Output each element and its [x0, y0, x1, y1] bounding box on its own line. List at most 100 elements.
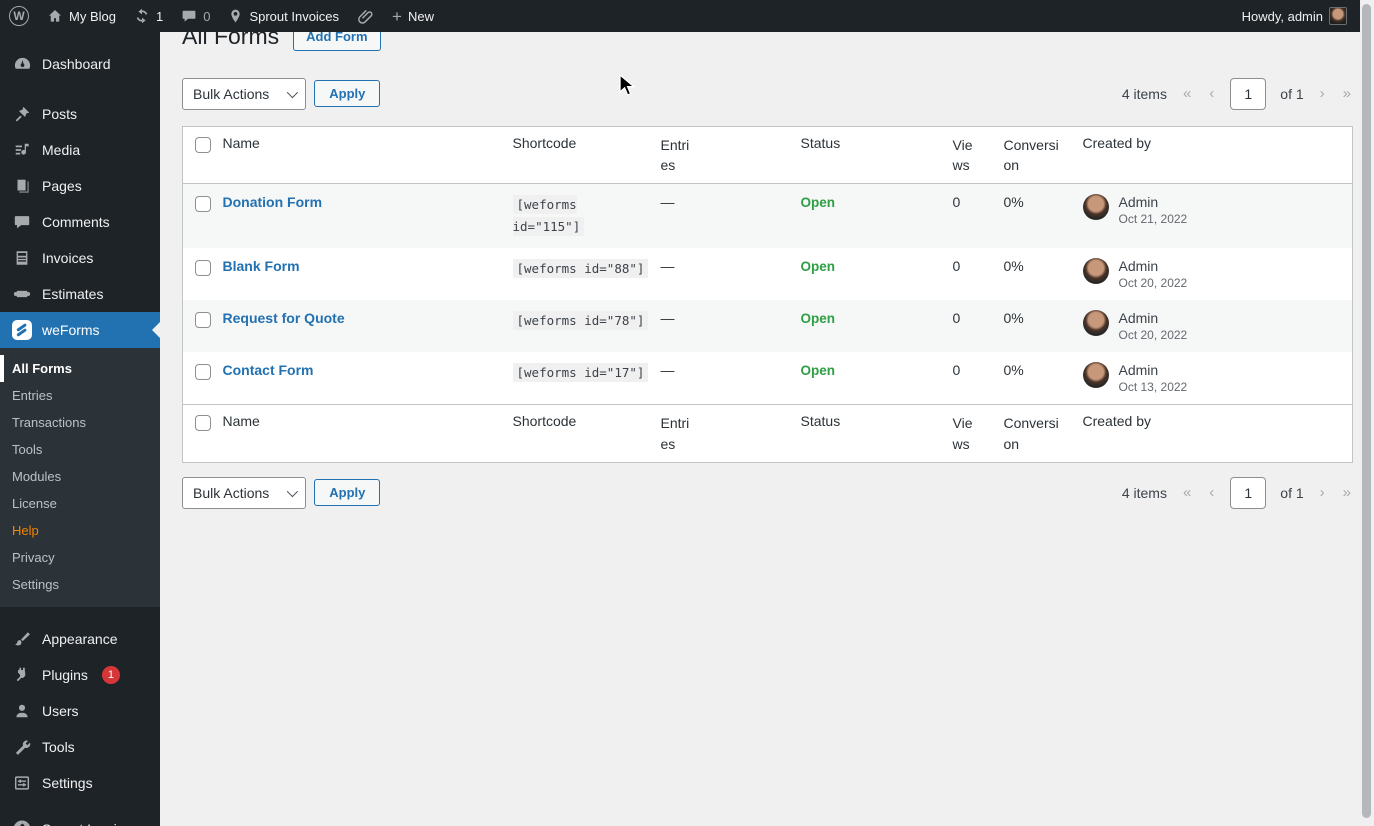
form-name-link[interactable]: Blank Form [222, 258, 300, 275]
form-name-link[interactable]: Contact Form [222, 362, 314, 379]
created-date: Oct 21, 2022 [1118, 212, 1188, 227]
wordpress-logo-menu[interactable]: W [0, 0, 38, 32]
row-checkbox[interactable] [195, 364, 211, 381]
sidebar-item-users[interactable]: Users [0, 693, 160, 729]
form-name-link[interactable]: Request for Quote [222, 310, 345, 327]
sidebar-item-plugins[interactable]: Plugins 1 [0, 657, 160, 693]
pagination: 4 items « ‹ of 1 › » [1122, 77, 1353, 110]
author-avatar [1082, 258, 1109, 285]
sidebar-item-label: Invoices [42, 250, 94, 266]
updates-link[interactable]: 1 [125, 0, 172, 32]
submenu-item-help[interactable]: Help [12, 523, 39, 538]
apply-button[interactable]: Apply [314, 80, 381, 108]
sidebar-item-weforms[interactable]: weForms [0, 312, 160, 348]
submenu-item-all-forms[interactable]: All Forms [0, 355, 160, 382]
last-page-button[interactable]: » [1342, 484, 1351, 502]
next-page-button[interactable]: › [1319, 484, 1325, 502]
paperclip-icon [358, 9, 373, 24]
created-date: Oct 20, 2022 [1118, 328, 1188, 343]
prev-page-button[interactable]: ‹ [1209, 85, 1215, 103]
column-header-created-by: Created by [1082, 413, 1151, 430]
select-all-checkbox[interactable] [195, 415, 211, 432]
author-avatar [1082, 310, 1109, 337]
sprout-leaf-icon [12, 819, 32, 826]
sprout-invoices-bar-label: Sprout Invoices [249, 8, 340, 24]
current-page-input[interactable] [1230, 77, 1267, 110]
comments-link[interactable]: 0 [172, 0, 219, 32]
author-avatar [1082, 362, 1109, 389]
row-checkbox[interactable] [195, 260, 211, 277]
sprout-invoices-bar-link[interactable]: Sprout Invoices [219, 0, 348, 32]
form-name-link[interactable]: Donation Form [222, 194, 323, 211]
conversion-value: 0% [1003, 194, 1024, 211]
submenu-item-privacy[interactable]: Privacy [12, 550, 55, 565]
weforms-logo-icon [12, 320, 32, 340]
bulk-actions-select-bottom[interactable]: Bulk Actions [182, 476, 307, 509]
created-date: Oct 20, 2022 [1118, 276, 1188, 291]
views-value: 0 [952, 194, 961, 211]
sidebar-item-tools[interactable]: Tools [0, 729, 160, 765]
column-header-conversion: Conversion [1003, 136, 1059, 174]
sidebar-item-posts[interactable]: Posts [0, 96, 160, 132]
submenu-item-entries[interactable]: Entries [12, 388, 53, 403]
select-all-checkbox[interactable] [195, 136, 211, 153]
submenu-item-tools[interactable]: Tools [12, 442, 43, 457]
status-badge: Open [800, 363, 836, 379]
site-name-link[interactable]: My Blog [38, 0, 125, 32]
top-toolbar: Bulk Actions Apply 4 items « ‹ of 1 › » [182, 77, 1353, 110]
scrollbar-thumb[interactable] [1362, 4, 1371, 818]
chevron-down-icon [287, 86, 299, 99]
sidebar-item-comments[interactable]: Comments [0, 204, 160, 240]
author-name: Admin [1118, 362, 1159, 379]
column-header-status: Status [800, 413, 841, 430]
author-name: Admin [1118, 310, 1159, 327]
plugins-update-badge: 1 [101, 666, 120, 684]
sidebar-item-estimates[interactable]: Estimates [0, 276, 160, 312]
bulk-actions-select[interactable]: Bulk Actions [182, 77, 307, 110]
sidebar-item-label: Media [42, 142, 81, 158]
submenu-item-license[interactable]: License [12, 496, 57, 511]
prev-page-button[interactable]: ‹ [1209, 484, 1215, 502]
column-header-entries: Entries [660, 136, 690, 174]
sidebar-item-pages[interactable]: Pages [0, 168, 160, 204]
first-page-button[interactable]: « [1182, 85, 1192, 103]
sidebar-item-label: Appearance [42, 631, 118, 647]
dashboard-icon [12, 54, 32, 74]
last-page-button[interactable]: » [1342, 85, 1351, 103]
total-pages-label: of 1 [1280, 85, 1304, 102]
site-name-label: My Blog [69, 8, 116, 24]
row-checkbox[interactable] [195, 312, 211, 329]
status-badge: Open [800, 311, 836, 327]
window-scrollbar [1360, 0, 1374, 826]
user-icon [12, 701, 32, 721]
sidebar-item-appearance[interactable]: Appearance [0, 621, 160, 657]
submenu-item-transactions[interactable]: Transactions [12, 415, 86, 430]
sidebar-item-media[interactable]: Media [0, 132, 160, 168]
sidebar-item-settings[interactable]: Settings [0, 765, 160, 801]
current-page-input[interactable] [1230, 476, 1267, 509]
sidebar-item-sprout-invoices[interactable]: Sprout Invoices [0, 811, 160, 826]
row-checkbox[interactable] [195, 196, 211, 213]
sidebar-item-dashboard[interactable]: Dashboard [0, 46, 160, 82]
sidebar-item-label: Pages [42, 178, 82, 194]
sidebar-item-invoices[interactable]: Invoices [0, 240, 160, 276]
apply-button-bottom[interactable]: Apply [314, 479, 381, 507]
link-shortener-button[interactable] [348, 0, 383, 32]
sidebar-item-label: Plugins [42, 667, 88, 683]
new-content-menu[interactable]: + New [383, 0, 443, 32]
map-pin-icon [231, 9, 241, 23]
sidebar-item-label: Comments [42, 214, 110, 230]
column-header-name[interactable]: Name [222, 134, 260, 151]
entries-value: — [660, 310, 675, 327]
column-header-name[interactable]: Name [222, 413, 260, 430]
first-page-button[interactable]: « [1182, 484, 1192, 502]
submenu-item-modules[interactable]: Modules [12, 469, 62, 484]
next-page-button[interactable]: › [1319, 85, 1325, 103]
submenu-item-settings[interactable]: Settings [12, 577, 59, 592]
my-account-menu[interactable]: Howdy, admin [1233, 0, 1356, 32]
table-row: Blank Form [weforms id="88"] — Open 0 0%… [183, 248, 1353, 300]
admin-avatar [1329, 7, 1347, 25]
column-header-entries: Entries [660, 415, 690, 452]
bottom-toolbar: Bulk Actions Apply 4 items « ‹ of 1 › » [182, 476, 1353, 509]
conversion-value: 0% [1003, 362, 1024, 379]
